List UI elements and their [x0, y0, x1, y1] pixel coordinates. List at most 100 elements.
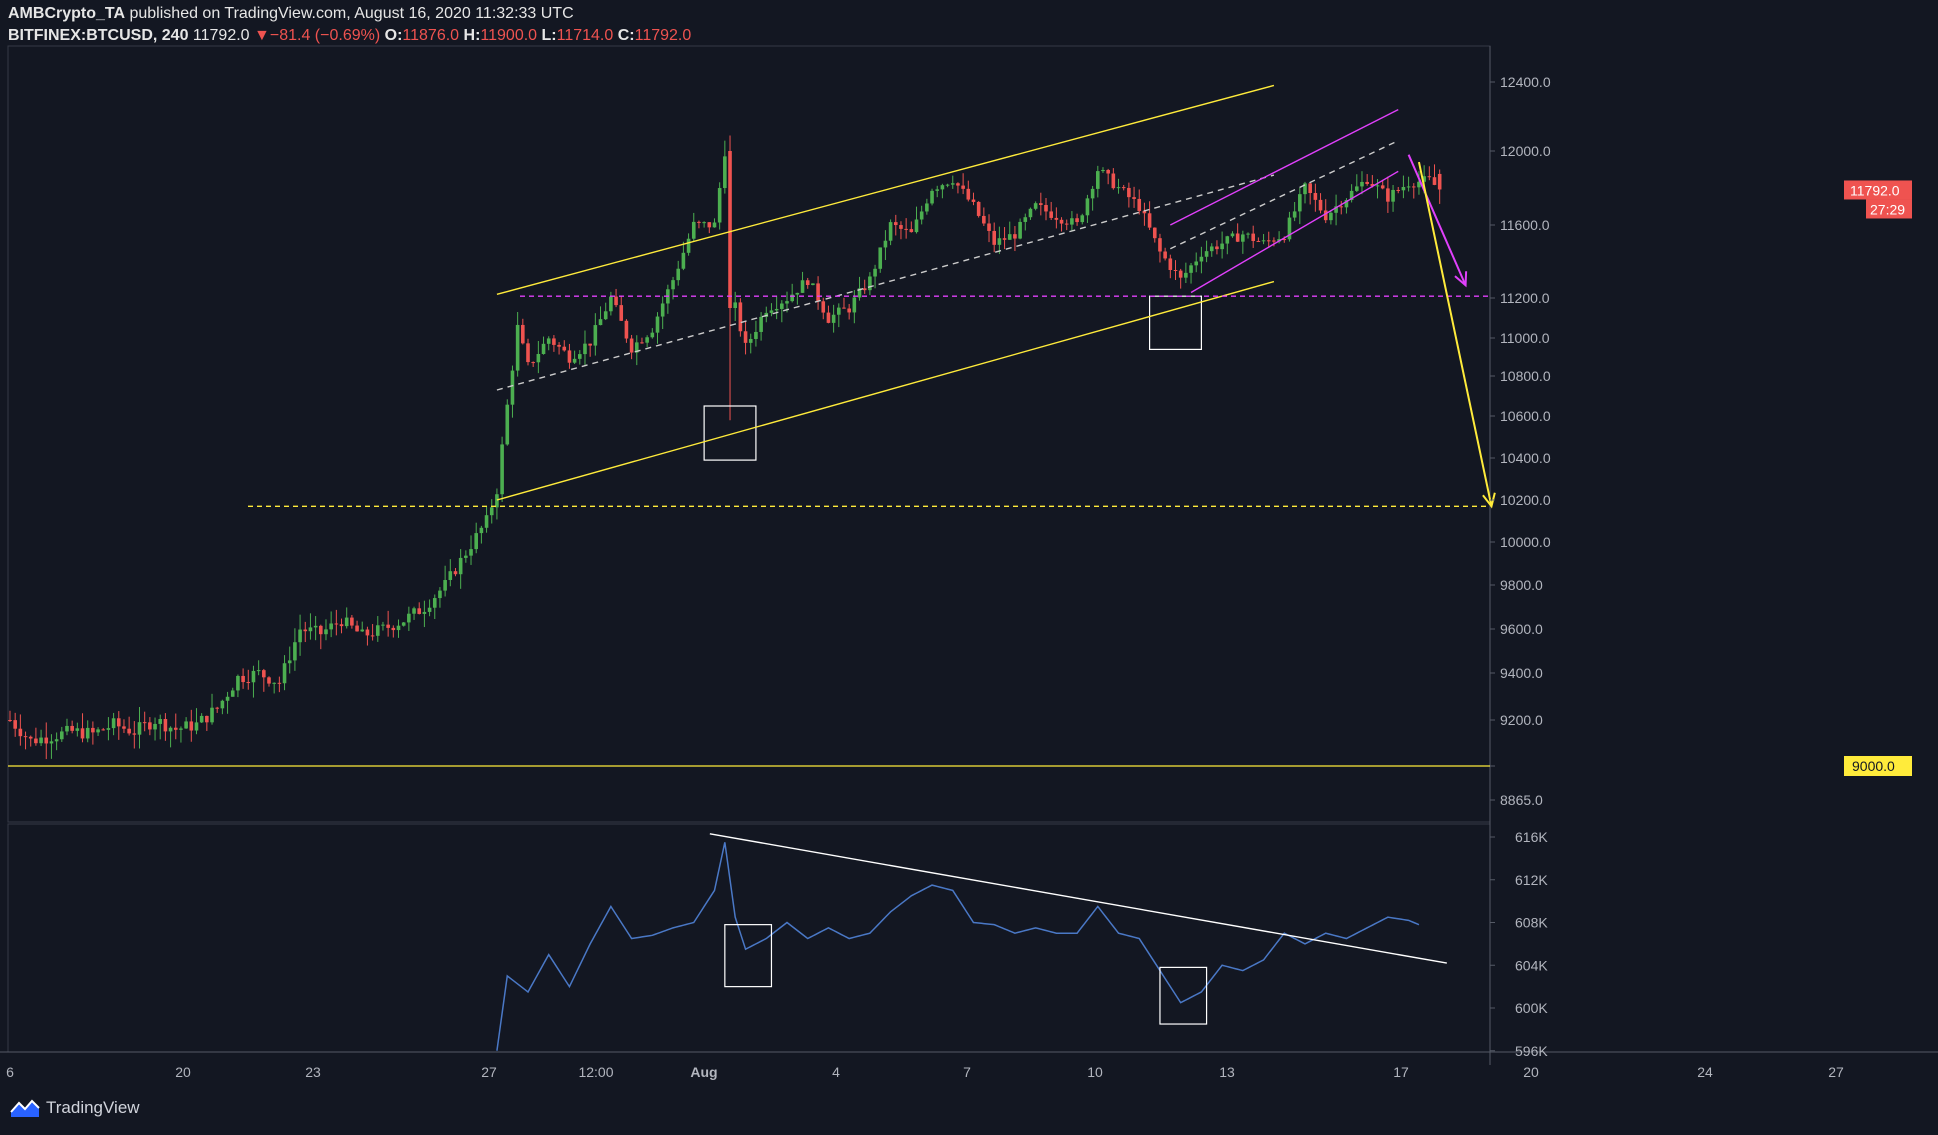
time-tick-label: 23 [305, 1064, 321, 1080]
candle-body [1349, 190, 1354, 201]
author-name[interactable]: AMBCrypto_TA [8, 5, 126, 22]
candle-body [935, 189, 940, 191]
last-price-tag-text: 11792.0 [1850, 182, 1900, 198]
candle-body [1360, 181, 1364, 187]
candle-body [365, 629, 370, 636]
candle-body [8, 720, 12, 721]
time-tick-label: 6 [6, 1064, 14, 1080]
candle-body [950, 183, 955, 185]
candle-body [334, 623, 339, 625]
candle-body [1178, 270, 1183, 278]
candle-body [158, 719, 163, 724]
candle-body [396, 625, 401, 631]
candle-body [184, 721, 188, 729]
candle-body [1075, 218, 1079, 223]
candle-body [308, 627, 313, 632]
price-tick-label: 12400.0 [1500, 74, 1551, 90]
candle-body [640, 342, 644, 344]
candle-body [18, 728, 23, 737]
candle-body [603, 311, 608, 320]
candle-body [355, 625, 359, 632]
rising_wedge_lower-line [1190, 170, 1399, 294]
candle-body [137, 722, 142, 735]
candle-body [210, 707, 214, 723]
candle-body [831, 314, 836, 323]
close-value: 11792.0 [634, 27, 692, 44]
candle-body [1163, 251, 1167, 259]
candle-body [324, 629, 328, 635]
candle-body [381, 624, 385, 626]
candle-body [811, 283, 815, 286]
candle-body [256, 670, 261, 672]
candle-body [230, 690, 235, 697]
candle-body [464, 555, 468, 558]
candle-body [236, 675, 240, 691]
price-tick-label: 10400.0 [1500, 450, 1551, 466]
countdown-tag-text: 27:29 [1870, 201, 1905, 217]
candle-body [1241, 234, 1245, 242]
price-tick-label: 9200.0 [1500, 712, 1543, 728]
oscillator-tick-label: 608K [1515, 915, 1548, 931]
candle-body [930, 190, 934, 204]
candle-body [194, 722, 199, 731]
oscillator-highlight-box [1159, 966, 1208, 1025]
candle-body [614, 296, 618, 306]
candle-body [899, 225, 903, 229]
candle-body [1002, 238, 1007, 240]
candle-body [122, 726, 126, 729]
last-price-tag [1844, 180, 1912, 200]
candle-body [619, 305, 624, 321]
candle-body [1355, 186, 1359, 191]
candle-body [1339, 206, 1344, 208]
candle-body [189, 721, 194, 731]
candle-body [1329, 212, 1333, 221]
time-tick-label: 13 [1219, 1064, 1235, 1080]
candle-body [1168, 258, 1173, 271]
candle-body [826, 312, 831, 323]
candle-body [1370, 183, 1375, 187]
channel_mid-line [496, 174, 1275, 391]
time-tick-label: 24 [1697, 1064, 1713, 1080]
candle-body [1287, 217, 1292, 240]
candle-body [1044, 204, 1048, 212]
close-label: C: [617, 27, 635, 44]
candle-body [1391, 189, 1395, 202]
candle-body [521, 324, 525, 344]
time-tick-label: 27 [1828, 1064, 1844, 1080]
candle-body [1085, 198, 1090, 216]
candle-body [1272, 240, 1276, 242]
candle-body [1386, 188, 1390, 202]
candle-body [391, 627, 396, 631]
candle-body [205, 715, 209, 723]
candle-body [39, 737, 43, 744]
candle-body [148, 722, 152, 730]
candle-body [847, 308, 851, 313]
candle-body [417, 608, 422, 614]
candle-body [567, 350, 572, 363]
oscillator-line [496, 842, 1420, 1051]
candle-body [132, 733, 137, 735]
candle-body [1204, 251, 1209, 257]
candle-body [992, 230, 996, 245]
footer-brand[interactable]: TradingView [10, 1098, 140, 1118]
candle-body [790, 294, 794, 302]
candle-body [671, 280, 675, 290]
candle-body [1127, 187, 1131, 198]
oscillator-tick-label: 600K [1515, 1000, 1548, 1016]
candle-body [282, 663, 287, 684]
candle-body [489, 507, 494, 516]
candle-body [795, 292, 800, 295]
candle-body [1334, 206, 1338, 213]
candle-body [1220, 243, 1224, 250]
candle-body [422, 611, 427, 614]
candle-body [1189, 265, 1193, 273]
candle-body [541, 343, 546, 354]
candle-body [743, 331, 748, 343]
candle-body [852, 297, 857, 313]
price-tick-label: 9600.0 [1500, 621, 1543, 637]
candle-body [1437, 173, 1442, 190]
candle-body [313, 625, 318, 628]
candle-body [748, 338, 753, 343]
candle-body [479, 527, 484, 534]
